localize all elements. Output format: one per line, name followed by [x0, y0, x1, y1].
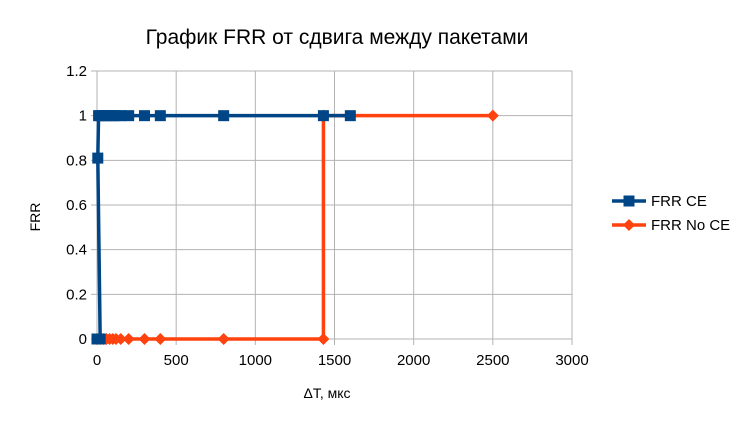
y-tick-labels: 0 0.2 0.4 0.6 0.8 1 1.2: [66, 63, 87, 348]
data-point-frr-ce: [317, 110, 329, 122]
y-tick-label: 1.2: [66, 63, 87, 80]
data-point-frr-no-ce: [154, 333, 167, 345]
chart-title: График FRR от сдвига между пакетами: [146, 26, 529, 49]
legend-item-frr-no-ce: FRR No CE: [612, 217, 730, 234]
data-point-frr-ce: [94, 333, 106, 345]
y-tick-label: 0.2: [66, 286, 87, 303]
x-tick-label: 2500: [476, 352, 509, 369]
data-point-frr-ce: [344, 110, 356, 122]
data-point-frr-ce: [139, 110, 150, 122]
data-point-frr-no-ce: [122, 333, 135, 345]
x-axis-label: ΔT, мкс: [303, 385, 350, 401]
y-axis-label: FRR: [27, 203, 43, 232]
series-frr-ce: [91, 110, 356, 345]
data-point-frr-ce: [154, 110, 166, 122]
y-tick-label: 0.4: [66, 242, 87, 259]
y-tick-label: 0.8: [66, 152, 87, 169]
y-tick-label: 0.6: [66, 197, 87, 214]
legend: FRR CE FRR No CE: [612, 193, 730, 234]
x-tick-label: 0: [93, 352, 101, 369]
x-tick-labels: 0 500 1000 1500 2000 2500 3000: [93, 352, 589, 369]
legend-marker-frr-no-ce: [623, 219, 635, 231]
data-point-frr-ce: [218, 110, 230, 122]
legend-marker-frr-ce: [623, 195, 635, 207]
data-point-frr-ce: [115, 110, 127, 122]
x-tick-label: 1500: [318, 352, 351, 369]
x-tick-label: 3000: [555, 352, 588, 369]
y-tick-label: 1: [79, 108, 87, 125]
data-point-frr-no-ce: [486, 109, 499, 122]
x-tick-label: 2000: [397, 352, 430, 369]
x-tick-label: 1000: [239, 352, 272, 369]
data-point-frr-ce: [92, 152, 104, 164]
data-point-frr-no-ce: [114, 333, 127, 345]
data-point-frr-no-ce: [317, 333, 330, 345]
x-tick-label: 500: [164, 352, 189, 369]
legend-label-frr-ce: FRR CE: [651, 193, 707, 210]
series-layer: [91, 109, 499, 345]
data-point-frr-no-ce: [138, 333, 151, 345]
legend-item-frr-ce: FRR CE: [612, 193, 707, 210]
legend-label-frr-no-ce: FRR No CE: [651, 217, 730, 234]
data-point-frr-ce: [123, 110, 135, 122]
data-point-frr-no-ce: [217, 333, 230, 345]
y-tick-label: 0: [79, 331, 87, 348]
